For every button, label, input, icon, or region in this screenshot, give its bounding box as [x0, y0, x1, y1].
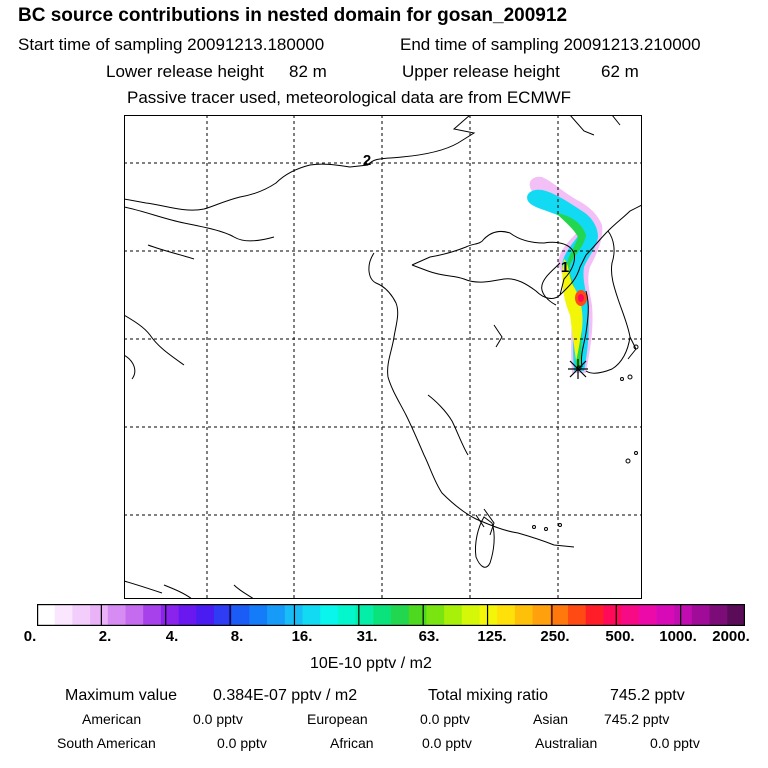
colorbar — [37, 604, 745, 626]
footprint-map: 2 1 — [124, 115, 642, 599]
colorbar-swatch — [302, 604, 321, 626]
total-mixing-value: 745.2 pptv — [610, 687, 685, 704]
upper-release-height-value: 62 m — [601, 62, 639, 81]
region-name-american: American — [82, 711, 142, 727]
colorbar-tick: 63. — [418, 628, 440, 645]
taiwan-island — [475, 516, 495, 568]
start-time-label: Start time of sampling 20091213.180000 — [18, 35, 325, 54]
colorbar-tick: 4. — [165, 628, 179, 645]
plume-peak-core — [578, 294, 584, 302]
colorbar-tick: 125. — [477, 628, 507, 645]
colorbar-tick: 250. — [540, 628, 570, 645]
colorbar-swatch — [160, 604, 180, 626]
colorbar-swatch — [497, 604, 516, 626]
colorbar-swatch — [125, 604, 144, 626]
lat-lon-grid — [124, 115, 642, 599]
colorbar-swatch — [532, 604, 551, 626]
colorbar-swatch — [550, 604, 569, 626]
region-name-african: African — [330, 735, 374, 751]
region-value-african: 0.0 pptv — [422, 735, 472, 751]
lower-release-height-value: 82 m — [289, 62, 327, 81]
colorbar-tick: 0. — [23, 628, 37, 645]
lower-release-height-label: Lower release height — [106, 62, 264, 81]
colorbar-swatch — [426, 604, 445, 626]
colorbar-swatch — [674, 604, 693, 626]
colorbar-swatch — [727, 604, 745, 626]
colorbar-tick: 8. — [230, 628, 244, 645]
colorbar-frame — [37, 604, 745, 626]
plot-title: BC source contributions in nested domain… — [18, 5, 568, 26]
region-name-european: European — [307, 711, 368, 727]
colorbar-swatch — [196, 604, 215, 626]
upper-release-height-label: Upper release height — [402, 62, 560, 81]
colorbar-swatch — [178, 604, 197, 626]
colorbar-swatch — [337, 604, 357, 626]
colorbar-swatch — [479, 604, 498, 626]
colorbar-tick: 500. — [605, 628, 635, 645]
colorbar-swatch — [656, 604, 675, 626]
colorbar-swatch — [621, 604, 640, 626]
colorbar-swatch — [391, 604, 410, 626]
map-frame — [124, 115, 642, 599]
region-value-australian: 0.0 pptv — [650, 735, 700, 751]
colorbar-tick: 1000. — [659, 628, 697, 645]
end-time-label: End time of sampling 20091213.210000 — [400, 35, 701, 54]
colorbar-swatch — [143, 604, 162, 626]
region-name-south-american: South American — [57, 735, 156, 751]
region-value-south-american: 0.0 pptv — [217, 735, 267, 751]
coastlines — [124, 115, 642, 599]
colorbar-tick: 2. — [98, 628, 112, 645]
region-name-asian: Asian — [533, 711, 569, 727]
colorbar-swatch — [568, 604, 587, 626]
colorbar-swatch — [72, 604, 91, 626]
contour-label-2: 2 — [363, 152, 371, 169]
colorbar-swatch — [514, 604, 534, 626]
colorbar-swatch — [638, 604, 658, 626]
colorbar-tick: 16. — [291, 628, 313, 645]
region-name-australian: Australian — [535, 735, 598, 751]
colorbar-tick: 31. — [356, 628, 378, 645]
plume-yellow — [562, 259, 583, 361]
colorbar-swatch — [320, 604, 339, 626]
colorbar-swatch — [444, 604, 463, 626]
contour-label-1: 1 — [561, 259, 569, 276]
max-value: 0.384E-07 pptv / m2 — [213, 687, 358, 704]
receptor-marker-icon — [568, 359, 588, 379]
colorbar-swatch — [709, 604, 728, 626]
colorbar-swatch — [90, 604, 109, 626]
colorbar-swatch — [249, 604, 268, 626]
colorbar-swatch — [603, 604, 622, 626]
colorbar-units: 10E-10 pptv / m2 — [310, 655, 432, 672]
emission-plume — [527, 176, 603, 373]
region-value-asian: 745.2 pptv — [604, 711, 670, 727]
colorbar-swatch — [585, 604, 604, 626]
colorbar-swatch — [231, 604, 250, 626]
colorbar-swatch — [373, 604, 392, 626]
colorbar-swatch — [355, 604, 374, 626]
colorbar-swatch — [214, 604, 233, 626]
colorbar-swatch — [267, 604, 286, 626]
region-value-european: 0.0 pptv — [420, 711, 470, 727]
region-value-american: 0.0 pptv — [193, 711, 243, 727]
tracer-note: Passive tracer used, meteorological data… — [127, 88, 572, 107]
colorbar-tick: 2000. — [712, 628, 750, 645]
max-value-label: Maximum value — [65, 687, 178, 704]
colorbar-swatch — [107, 604, 127, 626]
colorbar-swatch — [37, 604, 56, 626]
total-mixing-label: Total mixing ratio — [428, 687, 549, 704]
colorbar-swatch — [54, 604, 73, 626]
colorbar-swatch — [461, 604, 481, 626]
colorbar-swatch — [408, 604, 427, 626]
colorbar-swatch — [691, 604, 711, 626]
